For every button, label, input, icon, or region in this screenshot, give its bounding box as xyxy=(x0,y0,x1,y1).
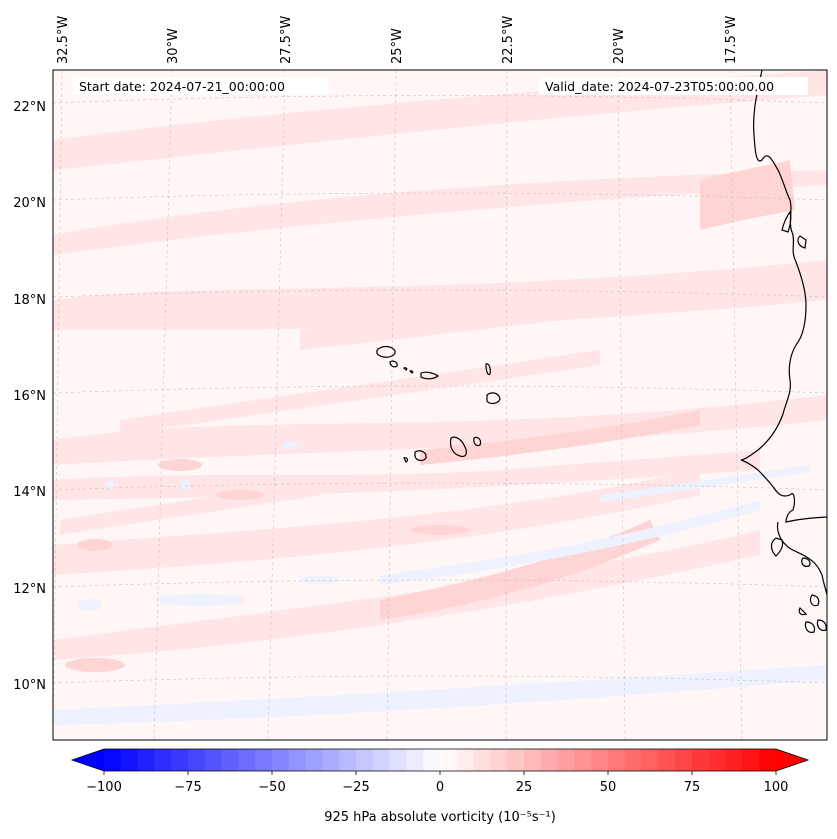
colorbar-under-arrow xyxy=(72,749,104,771)
colorbar-segment xyxy=(624,749,643,771)
cb-tick-label: 25 xyxy=(516,780,533,795)
cabo-verde-islands xyxy=(376,345,501,463)
colorbar-segment xyxy=(708,749,727,771)
colorbar-segment xyxy=(188,749,206,771)
colorbar-segment xyxy=(272,749,290,771)
cb-tick-label: 50 xyxy=(600,780,617,795)
map-frame xyxy=(52,69,828,741)
lon-label-17-5w: 17.5°W xyxy=(724,16,739,64)
lon-label-20w: 20°W xyxy=(612,28,627,64)
cb-tick-label: 75 xyxy=(684,780,701,795)
colorbar-segment xyxy=(524,749,542,771)
lon-label-30w: 30°W xyxy=(166,28,181,64)
colorbar-segment xyxy=(204,749,223,771)
cb-tick-label: 100 xyxy=(764,780,789,795)
colorbar-over-arrow xyxy=(776,749,808,771)
longitude-labels: 32.5°W 30°W 27.5°W 25°W 22.5°W 20°W 17.5… xyxy=(56,16,739,64)
cb-tick-label: −25 xyxy=(342,780,369,795)
start-date-box xyxy=(73,77,328,95)
colorbar-segment xyxy=(423,749,441,771)
colorbar-segment xyxy=(255,749,273,771)
lon-label-32-5w: 32.5°W xyxy=(56,16,71,64)
map-panel xyxy=(53,70,827,740)
colorbar-segment xyxy=(540,749,559,771)
colorbar-ticks xyxy=(103,771,777,775)
colorbar-segment xyxy=(725,749,743,771)
colorbar-segment xyxy=(658,749,676,771)
lat-label-12n: 12°N xyxy=(13,582,46,597)
colorbar-segment xyxy=(154,749,172,771)
colorbar-segment xyxy=(473,749,491,771)
lat-label-18n: 18°N xyxy=(13,293,46,308)
lat-label-20n: 20°N xyxy=(13,196,46,211)
lat-label-16n: 16°N xyxy=(13,389,46,404)
colorbar-segment xyxy=(406,749,424,771)
colorbar-tick-labels: −100 −75 −50 −25 0 25 50 75 100 xyxy=(86,780,788,795)
valid-date-box xyxy=(539,77,808,95)
colorbar-segment xyxy=(490,749,508,771)
colorbar-segment xyxy=(507,749,525,771)
colorbar-segment xyxy=(692,749,710,771)
negative-vorticity-patches xyxy=(53,441,827,725)
colorbar-segment xyxy=(372,749,391,771)
latitude-labels: 22°N 20°N 18°N 16°N 14°N 12°N 10°N xyxy=(13,100,46,693)
colorbar-segments xyxy=(104,749,777,771)
colorbar-segment xyxy=(171,749,189,771)
lon-label-25w: 25°W xyxy=(390,28,405,64)
cb-tick-label: 0 xyxy=(436,780,444,795)
colorbar-segment xyxy=(440,749,458,771)
colorbar-segment xyxy=(288,749,307,771)
lat-label-10n: 10°N xyxy=(13,678,46,693)
colorbar-segment xyxy=(557,749,575,771)
lon-label-22-5w: 22.5°W xyxy=(501,16,516,64)
cb-tick-label: −50 xyxy=(258,780,285,795)
cb-tick-label: −100 xyxy=(86,780,122,795)
colorbar-segment xyxy=(574,749,592,771)
colorbar-segment xyxy=(305,749,323,771)
colorbar-segment xyxy=(675,749,693,771)
colorbar-segment xyxy=(759,749,777,771)
colorbar-segment xyxy=(356,749,374,771)
cb-tick-label: −75 xyxy=(174,780,201,795)
lat-label-22n: 22°N xyxy=(13,100,46,115)
colorbar-segment xyxy=(238,749,256,771)
start-date-label: Start date: 2024-07-21_00:00:00 xyxy=(79,79,285,94)
colorbar-segment xyxy=(641,749,659,771)
colorbar-segment xyxy=(339,749,357,771)
colorbar-segment xyxy=(137,749,155,771)
colorbar-title: 925 hPa absolute vorticity (10⁻⁵s⁻¹) xyxy=(324,810,556,825)
colorbar-segment xyxy=(322,749,340,771)
african-coastline xyxy=(740,70,827,633)
graticule xyxy=(53,70,827,740)
colorbar-segment xyxy=(389,749,407,771)
colorbar-segment xyxy=(456,749,475,771)
valid-date-label: Valid_date: 2024-07-23T05:00:00.00 xyxy=(545,79,774,94)
colorbar-segment xyxy=(221,749,239,771)
colorbar-segment xyxy=(104,749,122,771)
colorbar-segment xyxy=(591,749,609,771)
lon-label-27-5w: 27.5°W xyxy=(279,16,294,64)
lat-label-14n: 14°N xyxy=(13,485,46,500)
colorbar: −100 −75 −50 −25 0 25 50 75 100 925 hPa … xyxy=(70,748,810,825)
colorbar-segment xyxy=(742,749,760,771)
colorbar-segment xyxy=(608,749,626,771)
colorbar-segment xyxy=(120,749,139,771)
